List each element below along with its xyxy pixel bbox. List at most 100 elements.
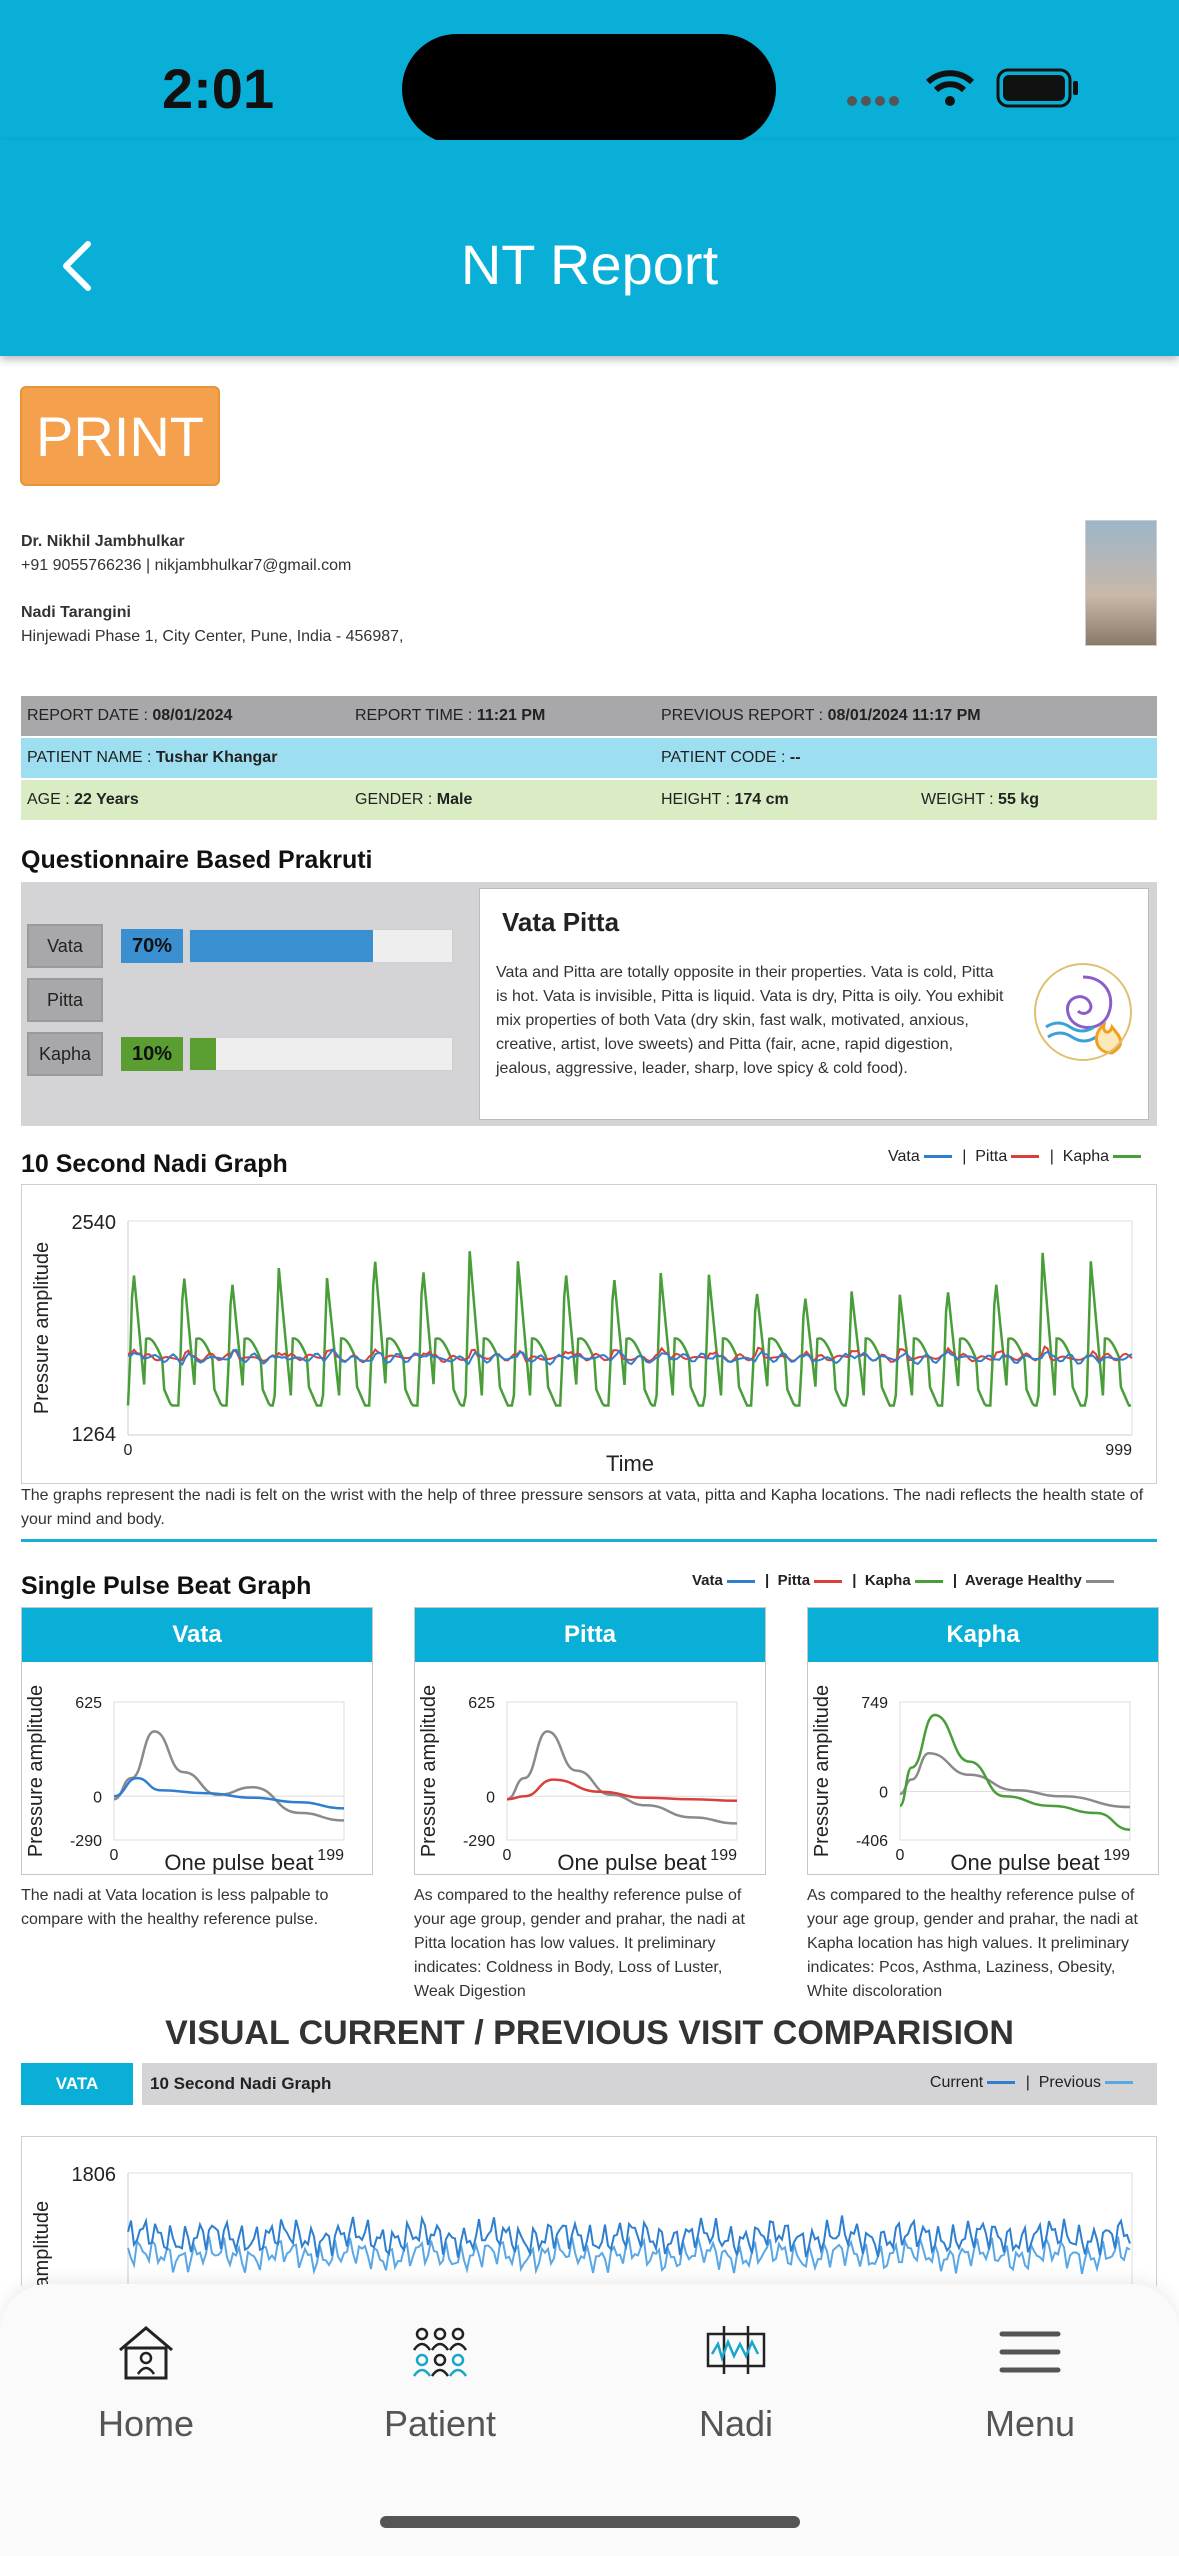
patient-code: -- <box>789 749 801 766</box>
weight-value: 55 kg <box>998 791 1039 808</box>
pulse-desc-vata: The nadi at Vata location is less palpab… <box>21 1887 329 1928</box>
y-axis-label: Pressure amplitude <box>31 1242 53 1414</box>
home-icon <box>119 2326 173 2380</box>
legend-sep-2: | <box>1049 1148 1054 1165</box>
cellular-icon <box>847 96 899 106</box>
comparison-legend: Current | Previous <box>930 2074 1139 2092</box>
previous-report: 08/01/2024 11:17 PM <box>827 707 981 724</box>
y-axis-label: Pressure amplitude <box>31 2201 53 2286</box>
nadi-graph-title: 10 Second Nadi Graph <box>21 1150 288 1178</box>
pulse-legend-sep-2: | <box>852 1572 857 1589</box>
prakruti-label-vata: Vata <box>27 924 103 968</box>
average-healthy-series-line <box>899 1752 1131 1809</box>
pulse-legend-pitta: Pitta <box>777 1572 811 1589</box>
pitta-series-line <box>506 1778 738 1803</box>
comparison-graph-frame: 1806 Pressure amplitude <box>21 2136 1157 2286</box>
battery-icon <box>996 68 1078 108</box>
previous-report-label: PREVIOUS REPORT : <box>661 707 824 724</box>
section-divider <box>21 1539 1157 1542</box>
average-healthy-series-line <box>113 1730 345 1822</box>
y-tick-label: 0 <box>486 1789 495 1806</box>
app-header: NT Report <box>0 140 1179 356</box>
comparison-tag-vata[interactable]: VATA <box>21 2063 133 2105</box>
print-button[interactable]: PRINT <box>20 386 220 486</box>
plot-area <box>899 1701 1131 1841</box>
weight-label: WEIGHT : <box>921 791 994 808</box>
patients-icon <box>412 2327 468 2377</box>
kapha-series-line <box>126 1251 1131 1407</box>
average-healthy-series-line <box>506 1730 738 1825</box>
x-tick-label: 0 <box>110 1847 119 1864</box>
pulse-legend-kapha: Kapha <box>864 1572 911 1589</box>
patient-name-label: PATIENT NAME : <box>27 749 152 766</box>
prakruti-fill-vata <box>190 930 374 962</box>
pulse-card-pitta: Pitta 625 0 -290 0 199 One pulse beat Pressure… <box>414 1607 766 1875</box>
prakruti-result-text: Vata and Pitta are totally opposite in t… <box>496 964 1004 1077</box>
y-tick-label: 0 <box>93 1789 102 1806</box>
doctor-name: Dr. Nikhil Jambhulkar <box>21 533 185 550</box>
nadi-icon <box>706 2326 766 2374</box>
x-tick-label: 199 <box>1103 1847 1130 1864</box>
vata-series-line <box>128 1347 1133 1367</box>
y-tick-label: -406 <box>856 1833 888 1850</box>
patient-code-label: PATIENT CODE : <box>661 749 786 766</box>
nadi-graph-legend: Vata | Pitta | Kapha <box>888 1148 1147 1166</box>
x-tick-label: 199 <box>710 1847 737 1864</box>
prakruti-label-kapha: Kapha <box>27 1032 103 1076</box>
x-tick-label: 0 <box>124 1442 133 1459</box>
prakruti-bar-vata <box>189 929 453 963</box>
legend-kapha: Kapha <box>1062 1148 1110 1165</box>
height-label: HEIGHT : <box>661 791 731 808</box>
back-arrow-icon[interactable] <box>50 236 110 296</box>
comparison-graph-title: 10 Second Nadi Graph <box>150 2074 332 2093</box>
y-axis-label: Pressure amplitude <box>418 1685 440 1857</box>
tab-home[interactable]: Home <box>46 2320 246 2445</box>
patient-name: Tushar Khangar <box>155 749 278 766</box>
pitta-series-line <box>127 1345 1133 1364</box>
nadi-graph-caption: The graphs represent the nadi is felt on… <box>21 1487 1144 1528</box>
x-tick-label: 0 <box>503 1847 512 1864</box>
y-tick-label: -290 <box>70 1833 102 1850</box>
x-axis-label: One pulse beat <box>164 1850 313 1874</box>
current-series-line <box>127 2214 1131 2258</box>
tab-home-label: Home <box>97 2403 195 2444</box>
pulse-legend-vata: Vata <box>692 1572 723 1589</box>
tab-patient[interactable]: Patient <box>340 2320 540 2445</box>
pulse-title: Single Pulse Beat Graph <box>21 1572 312 1600</box>
y-tick-label: 0 <box>879 1784 888 1801</box>
clinic-address: Hinjewadi Phase 1, City Center, Pune, In… <box>21 628 404 645</box>
tab-patient-label: Patient <box>383 2403 497 2444</box>
y-axis-label: Pressure amplitude <box>811 1685 833 1857</box>
kapha-series-line <box>898 1713 1131 1831</box>
plot-area <box>113 1701 345 1841</box>
comparison-header: 10 Second Nadi Graph Current | Previous <box>142 2063 1157 2105</box>
report-content[interactable]: PRINT Dr. Nikhil Jambhulkar +91 90557662… <box>0 356 1179 2286</box>
tab-nadi[interactable]: Nadi <box>636 2320 836 2445</box>
previous-series-line <box>127 2234 1131 2276</box>
y-tick-label: 2540 <box>72 1212 117 1234</box>
x-axis-label: One pulse beat <box>950 1850 1099 1874</box>
menu-icon <box>999 2331 1061 2373</box>
age-value: 22 Years <box>74 791 139 808</box>
vitals-info-row: AGE : 22 Years GENDER : Male HEIGHT : 17… <box>21 780 1157 820</box>
doctor-contact: +91 9055766236 | nikjambhulkar7@gmail.co… <box>21 557 352 574</box>
pulse-legend-average: Average Healthy <box>964 1572 1082 1589</box>
pulse-legend-sep-1: | <box>765 1572 770 1589</box>
prakruti-result-card: Vata Pitta Vata and Pitta are totally op… <box>479 888 1149 1120</box>
report-info-row: REPORT DATE : 08/01/2024 REPORT TIME : 1… <box>21 696 1157 736</box>
y-tick-label: 625 <box>75 1695 102 1712</box>
pulse-legend: Vata | Pitta | Kapha | Average Healthy <box>692 1572 1120 1589</box>
tab-menu[interactable]: Menu <box>930 2320 1130 2445</box>
y-tick-label: -290 <box>463 1833 495 1850</box>
nadi-graph-frame: 2540 1264 0 999 Time Pressure amplitude <box>21 1184 1157 1484</box>
x-axis-label: Time <box>606 1451 654 1476</box>
y-tick-label: 625 <box>468 1695 495 1712</box>
home-indicator <box>380 2516 800 2528</box>
x-tick-label: 0 <box>896 1847 905 1864</box>
report-date: 08/01/2024 <box>152 707 233 724</box>
gender-label: GENDER : <box>355 791 433 808</box>
pulse-legend-sep-3: | <box>952 1572 958 1589</box>
